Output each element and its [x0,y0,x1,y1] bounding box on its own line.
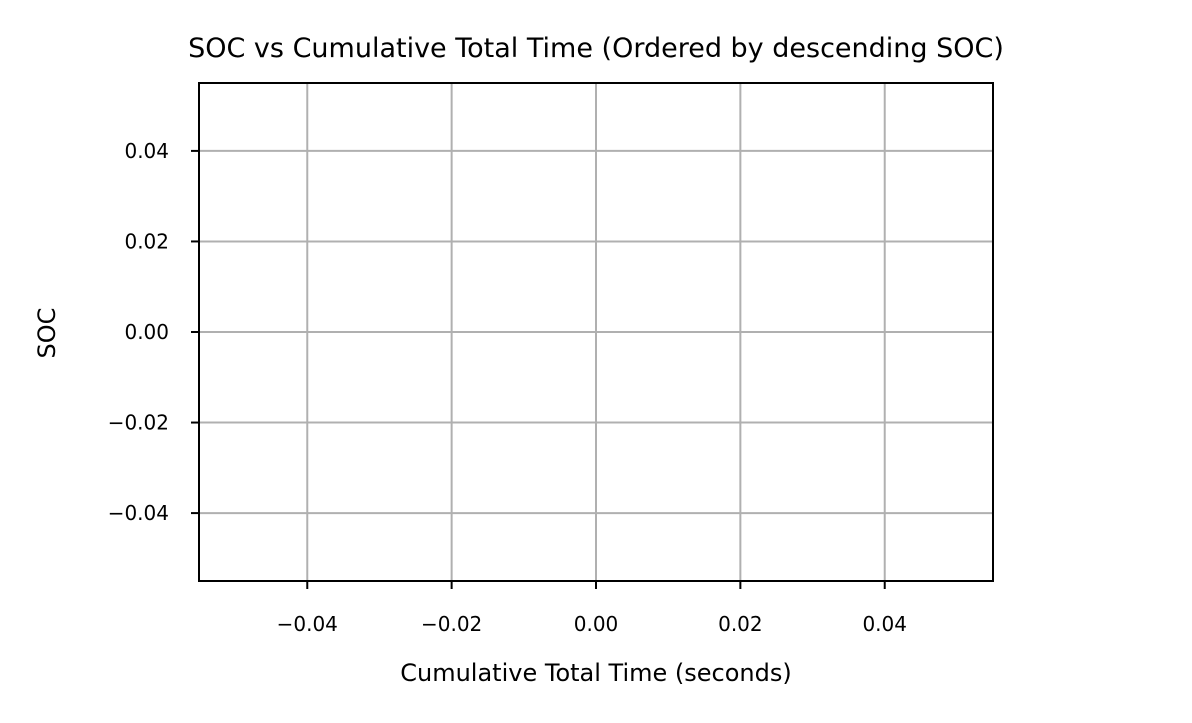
x-tick-label: 0.02 [718,612,763,636]
x-axis-label: Cumulative Total Time (seconds) [400,659,791,687]
y-axis-label: SOC [33,308,61,359]
y-tick-label: −0.02 [108,411,169,435]
x-tick-label: −0.04 [277,612,338,636]
y-tick-label: 0.00 [124,320,169,344]
y-tick-label: 0.04 [124,139,169,163]
plot-area-frame [198,82,994,582]
x-tick-label: −0.02 [421,612,482,636]
x-tick-label: 0.00 [574,612,619,636]
x-tick-label: 0.04 [862,612,907,636]
y-tick-label: −0.04 [108,501,169,525]
chart-title: SOC vs Cumulative Total Time (Ordered by… [188,33,1004,64]
grid-lines [199,83,993,581]
axis-ticks: −0.04 −0.02 0.00 0.02 0.04 −0.04 −0.02 0.00 0.02… [108,139,907,636]
y-tick-label: 0.02 [124,229,169,253]
